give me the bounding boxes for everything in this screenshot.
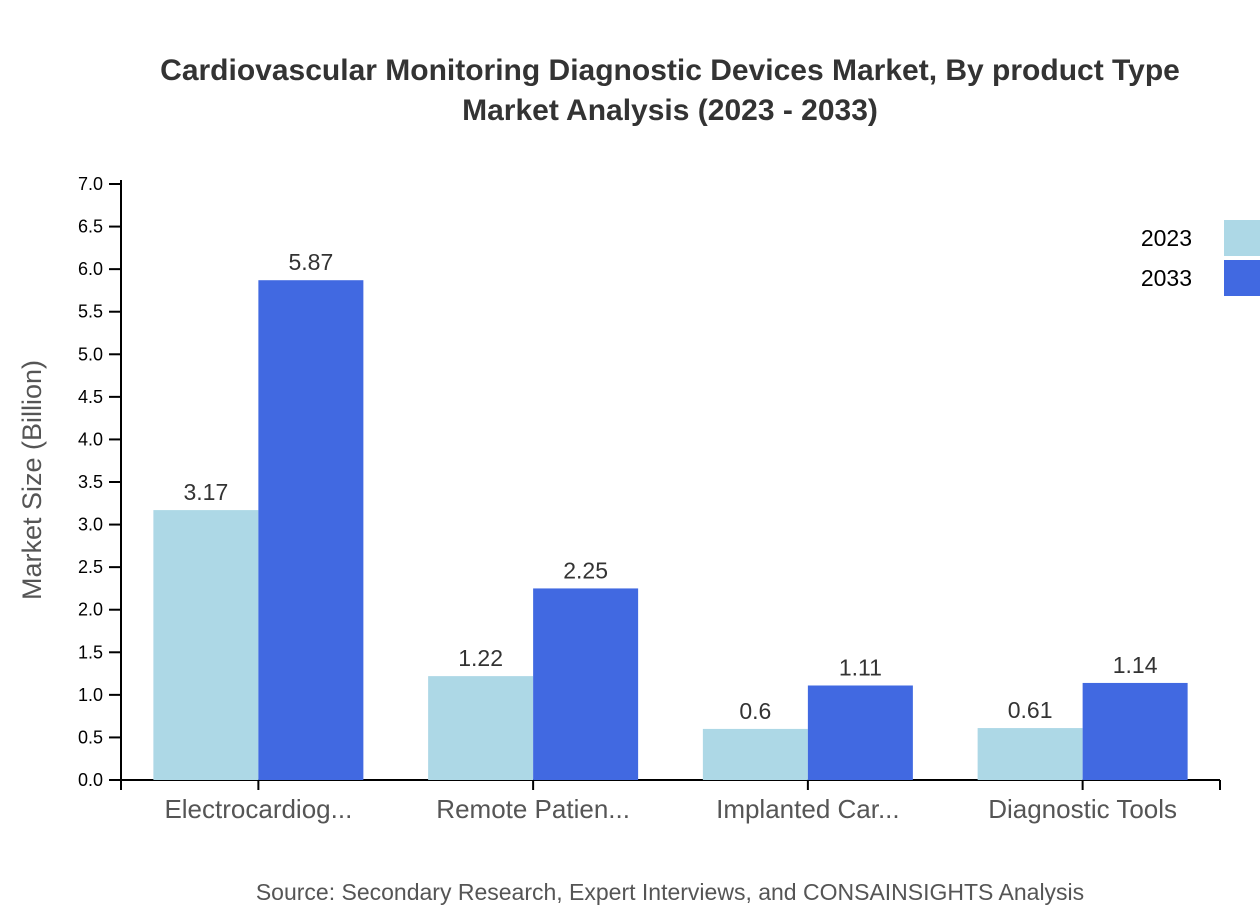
y-tick-label: 4.0	[78, 429, 103, 449]
x-tick-label: Remote Patien...	[436, 794, 630, 824]
bar-value-label: 1.11	[839, 654, 882, 680]
chart-title-line2: Market Analysis (2023 - 2033)	[462, 94, 878, 127]
chart-title-line1: Cardiovascular Monitoring Diagnostic Dev…	[160, 54, 1180, 87]
bar-2033	[807, 685, 913, 780]
bar-2033	[1082, 682, 1188, 780]
y-tick-label: 1.5	[78, 642, 103, 662]
y-tick-label: 5.0	[78, 344, 103, 364]
x-tick-label: Implanted Car...	[716, 794, 900, 824]
y-axis: 0.0 0.5 1.0 1.5 2.0 2.5 3.0 3.5 4.0 4.5 5.0 5.5 6.0 6…	[78, 174, 122, 790]
y-tick-label: 6.0	[78, 259, 103, 279]
y-tick-label: 2.0	[78, 600, 103, 620]
x-axis: Electrocardiog... Remote Patien... Implant…	[120, 779, 1221, 824]
bar-2033	[533, 588, 639, 780]
legend-label: 2033	[1141, 265, 1192, 291]
bar-value-label: 0.61	[1008, 697, 1053, 723]
legend-swatch	[1224, 260, 1260, 296]
legend-label: 2023	[1141, 225, 1192, 251]
bar-value-label: 2.25	[563, 557, 608, 583]
legend: 2023 2033	[1141, 220, 1260, 296]
y-tick-label: 3.5	[78, 472, 103, 492]
bar-2023	[153, 510, 259, 780]
bar-value-label: 5.87	[288, 249, 333, 275]
legend-swatch	[1224, 220, 1260, 256]
y-tick-label: 5.5	[78, 302, 103, 322]
bar-value-label: 3.17	[183, 479, 228, 505]
y-tick-label: 4.5	[78, 387, 103, 407]
y-tick-label: 7.0	[78, 174, 103, 194]
source-note: Source: Secondary Research, Expert Inter…	[256, 879, 1084, 905]
y-tick-label: 6.5	[78, 217, 103, 237]
bar-2033	[258, 280, 364, 780]
y-axis-label: Market Size (Billion)	[17, 360, 47, 600]
x-tick-label: Electrocardiog...	[164, 794, 352, 824]
bar-value-label: 1.22	[458, 645, 503, 671]
bar-value-label: 0.6	[739, 698, 771, 724]
y-tick-label: 3.0	[78, 515, 103, 535]
y-tick-label: 2.5	[78, 557, 103, 577]
x-tick-label: Diagnostic Tools	[988, 794, 1177, 824]
bar-2023	[428, 676, 534, 780]
bar-2023	[702, 728, 808, 780]
y-tick-label: 0.0	[78, 770, 103, 790]
y-tick-label: 1.0	[78, 685, 103, 705]
y-tick-label: 0.5	[78, 727, 103, 747]
bar-2023	[977, 728, 1083, 780]
bar-value-label: 1.14	[1113, 652, 1158, 678]
bars: 3.17 5.87 1.22 2.25 0.6 1.11 0.61 1.14	[153, 249, 1188, 780]
